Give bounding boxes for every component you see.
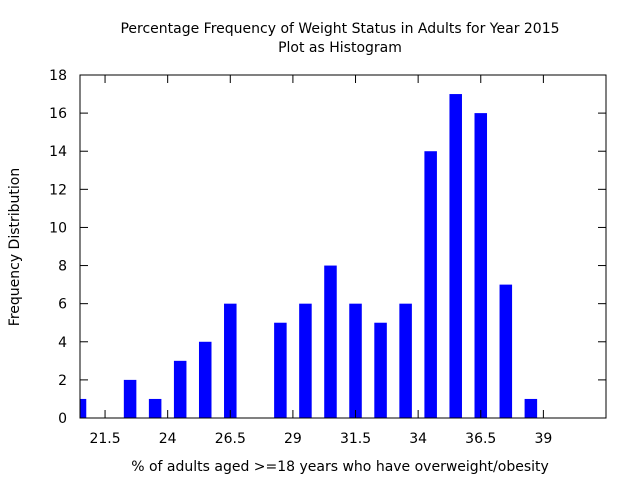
- histogram-bar: [173, 360, 187, 418]
- x-tick-label: 29: [284, 431, 302, 447]
- x-tick-label: 39: [534, 431, 552, 447]
- y-tick-label: 2: [58, 373, 67, 389]
- y-tick-label: 14: [49, 144, 67, 160]
- x-tick-label: 21.5: [89, 431, 120, 447]
- histogram-bar: [198, 341, 212, 418]
- histogram-bar: [499, 284, 513, 418]
- y-tick-label: 4: [58, 335, 67, 351]
- histogram-bar: [424, 151, 437, 418]
- x-tick-label: 34: [409, 431, 427, 447]
- chart-title: Percentage Frequency of Weight Status in…: [120, 21, 559, 37]
- histogram-bar: [299, 303, 312, 418]
- histogram-bar: [274, 322, 287, 418]
- y-axis-label: Frequency Distribution: [7, 168, 23, 326]
- histogram-bar: [524, 398, 538, 418]
- y-tick-label: 18: [49, 68, 67, 84]
- bars-group: [80, 94, 538, 419]
- y-tick-label: 0: [58, 411, 67, 427]
- y-tick-label: 6: [58, 297, 67, 313]
- x-axis-label: % of adults aged >=18 years who have ove…: [131, 459, 549, 475]
- histogram-bar: [324, 265, 337, 418]
- histogram-bar: [474, 113, 488, 418]
- histogram-bar: [374, 322, 387, 418]
- plot-frame: [79, 74, 607, 419]
- y-tick-label: 8: [58, 259, 67, 275]
- histogram-bar: [148, 398, 162, 418]
- y-tick-label: 12: [49, 182, 67, 198]
- chart-subtitle: Plot as Histogram: [278, 40, 402, 56]
- x-tick-label: 24: [159, 431, 177, 447]
- x-tick-label: 26.5: [215, 431, 246, 447]
- x-tick-label: 31.5: [340, 431, 371, 447]
- histogram-bar: [224, 303, 237, 418]
- histogram-bar: [399, 303, 412, 418]
- x-tick-label: 36.5: [465, 431, 496, 447]
- histogram-bar: [80, 398, 87, 418]
- histogram-bar: [123, 379, 137, 418]
- histogram-bar: [449, 94, 462, 419]
- y-tick-label: 16: [49, 106, 67, 122]
- histogram-bar: [349, 303, 362, 418]
- y-tick-label: 10: [49, 220, 67, 236]
